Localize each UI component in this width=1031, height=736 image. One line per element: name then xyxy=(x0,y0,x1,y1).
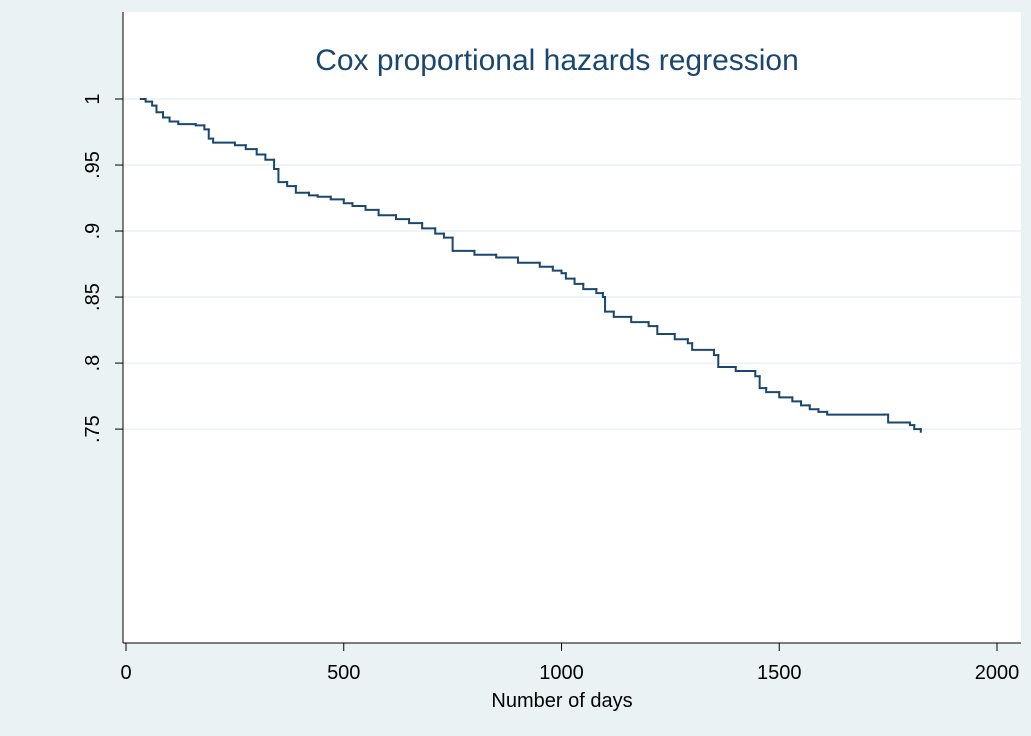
line-step xyxy=(244,144,258,151)
y-tick-label: 1 xyxy=(82,93,104,104)
line-step xyxy=(656,325,676,336)
line-step xyxy=(800,400,811,407)
x-tick-label: 1000 xyxy=(539,662,584,684)
line-step xyxy=(194,123,206,127)
line-step xyxy=(826,410,885,416)
line-step xyxy=(564,272,576,280)
line-step xyxy=(754,370,761,378)
line-step xyxy=(273,158,280,170)
line-step xyxy=(595,288,604,295)
line-step xyxy=(734,366,757,372)
line-step xyxy=(377,208,398,217)
line-step xyxy=(155,104,165,114)
y-tick-label: .8 xyxy=(82,355,104,372)
line-step xyxy=(538,261,554,268)
line-step xyxy=(673,333,689,341)
line-step xyxy=(203,124,210,131)
line-step xyxy=(765,387,781,394)
line-step xyxy=(495,253,519,259)
line-step xyxy=(778,391,794,399)
y-tick-label: .75 xyxy=(82,415,104,443)
line-step xyxy=(177,120,197,126)
line-step xyxy=(717,354,737,369)
line-step xyxy=(307,191,319,197)
line-step xyxy=(294,185,310,194)
line-step xyxy=(316,194,332,198)
line-step xyxy=(255,148,267,156)
line-step xyxy=(908,421,916,427)
x-tick-label: 500 xyxy=(327,662,360,684)
line-step xyxy=(342,198,354,205)
y-tick-label: .9 xyxy=(82,223,104,240)
line-step xyxy=(351,202,367,207)
line-step xyxy=(144,98,154,103)
line-step xyxy=(612,310,633,318)
line-step xyxy=(408,218,424,225)
y-tick-label: .85 xyxy=(82,283,104,311)
line-step xyxy=(758,375,768,390)
line-step xyxy=(264,153,276,161)
x-tick-label: 1500 xyxy=(757,662,802,684)
line-step xyxy=(233,141,247,147)
x-axis-label: Number of days xyxy=(491,690,632,712)
line-step xyxy=(808,404,820,411)
line-step xyxy=(451,236,476,252)
line-step xyxy=(277,167,289,184)
line-step xyxy=(516,256,541,264)
line-step xyxy=(473,249,498,256)
line-step xyxy=(421,222,437,230)
x-tick-label: 2000 xyxy=(975,662,1020,684)
line-step xyxy=(582,282,598,291)
line-step xyxy=(207,128,215,140)
line-step xyxy=(434,227,445,235)
line-step xyxy=(686,338,694,345)
plot-region xyxy=(123,12,1021,643)
line-step xyxy=(630,315,650,324)
line-step xyxy=(647,321,659,328)
chart-title: Cox proportional hazards regression xyxy=(315,44,799,77)
line-step xyxy=(212,137,236,144)
x-tick-label: 0 xyxy=(120,662,131,684)
line-step xyxy=(162,111,171,119)
line-step xyxy=(168,116,180,123)
line-step xyxy=(887,413,911,424)
line-step xyxy=(791,396,803,403)
line-step xyxy=(560,269,567,275)
line-step xyxy=(442,232,454,239)
y-tick-label: .95 xyxy=(82,151,104,179)
line-step xyxy=(913,424,922,431)
line-step xyxy=(712,348,720,357)
line-step xyxy=(364,204,380,211)
line-step xyxy=(551,265,563,272)
line-step xyxy=(286,181,297,188)
line-step xyxy=(329,195,345,201)
line-step xyxy=(151,100,158,107)
line-step xyxy=(691,342,715,351)
line-step xyxy=(573,277,585,285)
line-step xyxy=(395,214,411,221)
line-step xyxy=(817,408,829,413)
line-step xyxy=(604,296,615,313)
